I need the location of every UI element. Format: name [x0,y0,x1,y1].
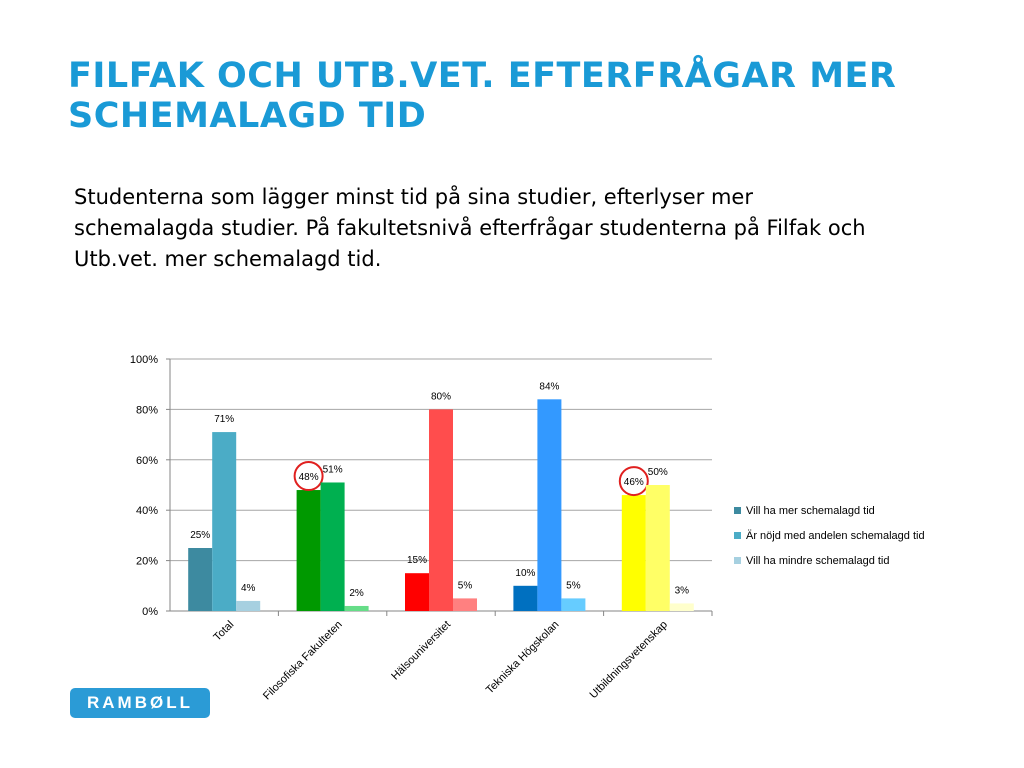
highlight-circle [293,461,324,492]
data-label: 2% [349,588,364,599]
data-label: 10% [515,568,535,579]
bar [621,495,646,611]
legend-label: Vill ha mer schemalagd tid [746,505,875,517]
bar [296,490,321,611]
y-tick-label: 100% [130,354,158,366]
data-label: 25% [190,530,210,541]
y-tick-label: 0% [142,606,158,618]
ramboll-logo: RAMBØLL [70,688,210,718]
bar [212,432,237,611]
legend-swatch [734,532,741,539]
slide-title-line-2: SCHEMALAGD TID [68,96,427,136]
x-tick-label: Filosofiska Fakulteten [261,619,345,703]
bar [453,598,477,611]
data-label: 84% [539,381,559,392]
y-tick-label: 40% [136,505,158,517]
y-tick-label: 20% [136,556,158,568]
data-label: 3% [675,585,690,596]
data-label: 51% [323,464,343,475]
y-tick-label: 80% [136,404,158,416]
highlight-circle [618,466,649,497]
data-label: 50% [648,467,668,478]
data-label: 46% [624,477,644,488]
bar [236,600,261,611]
data-label: 5% [566,580,581,591]
x-tick-label: Utbildningsvetenskap [587,619,669,701]
bar [344,605,369,611]
bar [645,485,670,611]
bar [429,409,453,611]
data-label: 15% [407,555,427,566]
x-tick-label: Total [211,619,236,644]
body-line-2: schemalagda studier. På fakultetsnivå ef… [74,216,866,240]
logo-text: RAMBØLL [87,693,193,712]
bar [561,598,586,611]
slide-title-line-1: FILFAK OCH UTB.VET. EFTERFRÅGAR MER [68,56,897,96]
legend-swatch [734,507,741,514]
data-label: 4% [241,583,256,594]
body-line-3: Utb.vet. mer schemalagd tid. [74,247,382,271]
data-label: 71% [214,414,234,425]
bar [405,573,429,611]
bar [320,482,345,611]
y-tick-label: 60% [136,455,158,467]
slide-body: Studenterna som lägger minst tid på sina… [74,182,974,275]
body-line-1: Studenterna som lägger minst tid på sina… [74,185,753,209]
legend-label: Vill ha mindre schemalagd tid [746,555,889,567]
slide-title: FILFAK OCH UTB.VET. EFTERFRÅGAR MER SCHE… [68,56,968,136]
bar [669,603,694,611]
bar [513,585,538,611]
data-label: 80% [431,391,451,402]
legend-label: Är nöjd med andelen schemalagd tid [746,530,925,542]
bar [537,399,562,611]
legend-swatch [734,557,741,564]
data-label: 5% [458,580,473,591]
x-tick-label: Tekniska Högskolan [484,619,562,697]
data-label: 48% [299,472,319,483]
x-tick-label: Hälsouniversitet [389,619,453,683]
bar [188,548,213,611]
